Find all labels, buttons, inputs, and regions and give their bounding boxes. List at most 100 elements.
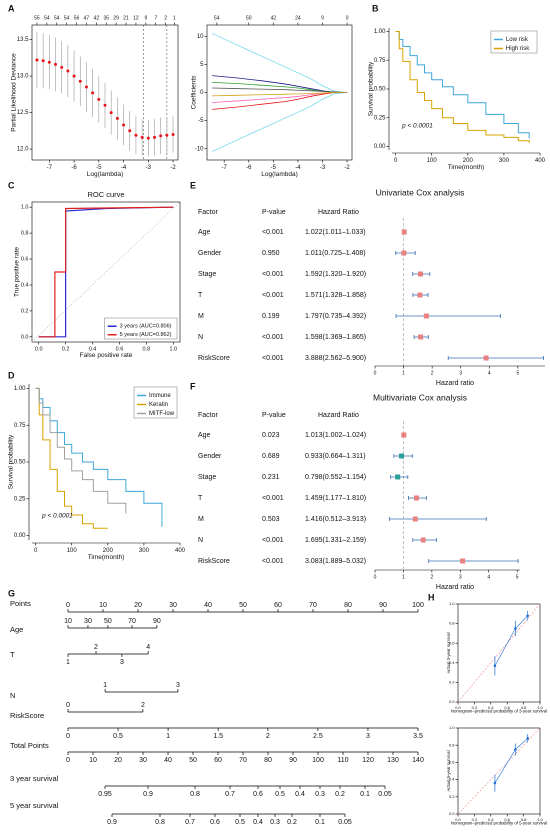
x-tick-label: 0.8 [521,817,527,822]
point [91,91,95,95]
hazard-ratio: 3.888(2.562–5.900) [305,355,366,362]
point [526,614,529,618]
panel-label: G [8,588,15,598]
hr-square [401,229,407,235]
top-tick-label: 47 [84,15,90,21]
x-axis-label: Log(lambda) [261,171,298,178]
x-tick-label: 300 [499,158,510,164]
factor: Stage [198,271,216,278]
scale-label: 0.95 [98,791,112,798]
y-tick-label: 0.2 [21,308,29,314]
top-tick-label: 54 [64,15,70,21]
legend-label: 3 years (AUC=0.806) [120,324,172,330]
point [84,85,88,89]
plot-frame [31,24,179,161]
top-tick-label: 29 [113,15,119,21]
top-tick-label: 9 [321,15,324,21]
legend-box [490,30,538,54]
row-name: Age [10,625,23,634]
x-tick-label: 0.0 [35,346,43,352]
x-axis-label: Nomogram−predicted probability of 5-year… [451,821,547,826]
top-tick-label: 9 [144,15,147,21]
y-tick-label: 0.8 [449,621,455,626]
scale-label: 70 [309,602,317,609]
scale-label: 0.5 [275,791,285,798]
x-tick-label: 3 [459,574,462,580]
scale-label: 70 [128,618,136,625]
scale-label: 0.3 [315,791,325,798]
scale-label: 0 [66,733,70,740]
scale-label: 100 [312,757,324,764]
top-tick-label: 1 [173,15,176,21]
y-tick-label: 0.25 [374,115,386,121]
top-tick-label: 7 [154,15,157,21]
point [134,133,138,137]
y-tick-label: 0.50 [374,87,386,93]
y-tick-label: 1.0 [449,601,455,606]
hr-square [420,537,426,543]
scale-label: 70 [239,757,247,764]
x-tick-label: 300 [139,548,150,554]
x-tick-label: 1.0 [169,346,177,352]
p-value: 0.199 [262,313,280,320]
scale-label: 0.4 [253,819,263,826]
scale-label: 3 [366,733,370,740]
x-tick-label: 0 [374,370,377,376]
hazard-ratio: 0.798(0.552–1.154) [305,474,366,481]
panel-label: F [190,381,196,391]
coef-path [211,92,348,97]
scale-label: 50 [239,602,247,609]
top-tick-label: 54 [214,15,220,21]
plot-frame [457,727,541,815]
hr-square [401,432,407,438]
factor: Stage [198,474,216,481]
x-tick-label: -4 [295,165,301,171]
x-axis-label: Time(month) [88,554,125,561]
x-tick-label: 0.2 [472,817,478,822]
x-tick-label: 100 [67,548,78,554]
point [78,79,82,83]
x-tick-label: 0.2 [62,346,70,352]
scale-label: 90 [153,618,161,625]
y-tick-label: 13.0 [17,74,29,80]
p-value: <0.001 [262,495,284,502]
x-axis-label: Time(month) [448,164,485,171]
point [109,111,113,115]
p-value: 0.231 [262,474,280,481]
point [159,134,163,138]
scale-label: 1 [66,659,70,666]
y-axis-label: Survival probability [368,61,375,116]
scale-label: 120 [362,757,374,764]
legend-label: MITF-low [149,411,175,417]
y-tick-label: 0.6 [449,759,455,764]
ideal-line [457,727,541,815]
scale-label: 0 [66,757,70,764]
point [152,135,156,139]
survival-curve [395,30,530,139]
y-tick-label: 0.00 [14,533,26,539]
scale-label: 90 [379,602,387,609]
top-tick-label: 21 [123,15,129,21]
y-tick-label: 0.8 [449,742,455,747]
hazard-ratio: 1.022(1.011–1.033) [305,229,366,236]
y-tick-label: 0.6 [21,256,29,262]
calibration-line [494,738,528,784]
hazard-ratio: 0.933(0.664–1.311) [305,453,366,460]
y-tick-label: -5 [198,118,204,124]
point [514,627,517,630]
y-tick-label: 1.00 [374,29,386,35]
y-axis-label: Coefficients [191,75,198,110]
y-tick-label: 0.4 [449,660,455,665]
scale-label: 0.05 [338,819,352,826]
legend-label: High risk [506,46,530,52]
factor: M [198,516,204,523]
scale-label: 0.2 [335,791,345,798]
row-name: N [10,691,15,700]
scale-label: 4 [146,644,150,651]
x-tick-label: 0 [374,574,377,580]
x-tick-label: -7 [47,165,53,171]
scale-label: 30 [169,602,177,609]
x-tick-label: 0.6 [504,705,510,710]
factor: Gender [198,453,222,460]
top-tick-label: 54 [54,15,60,21]
